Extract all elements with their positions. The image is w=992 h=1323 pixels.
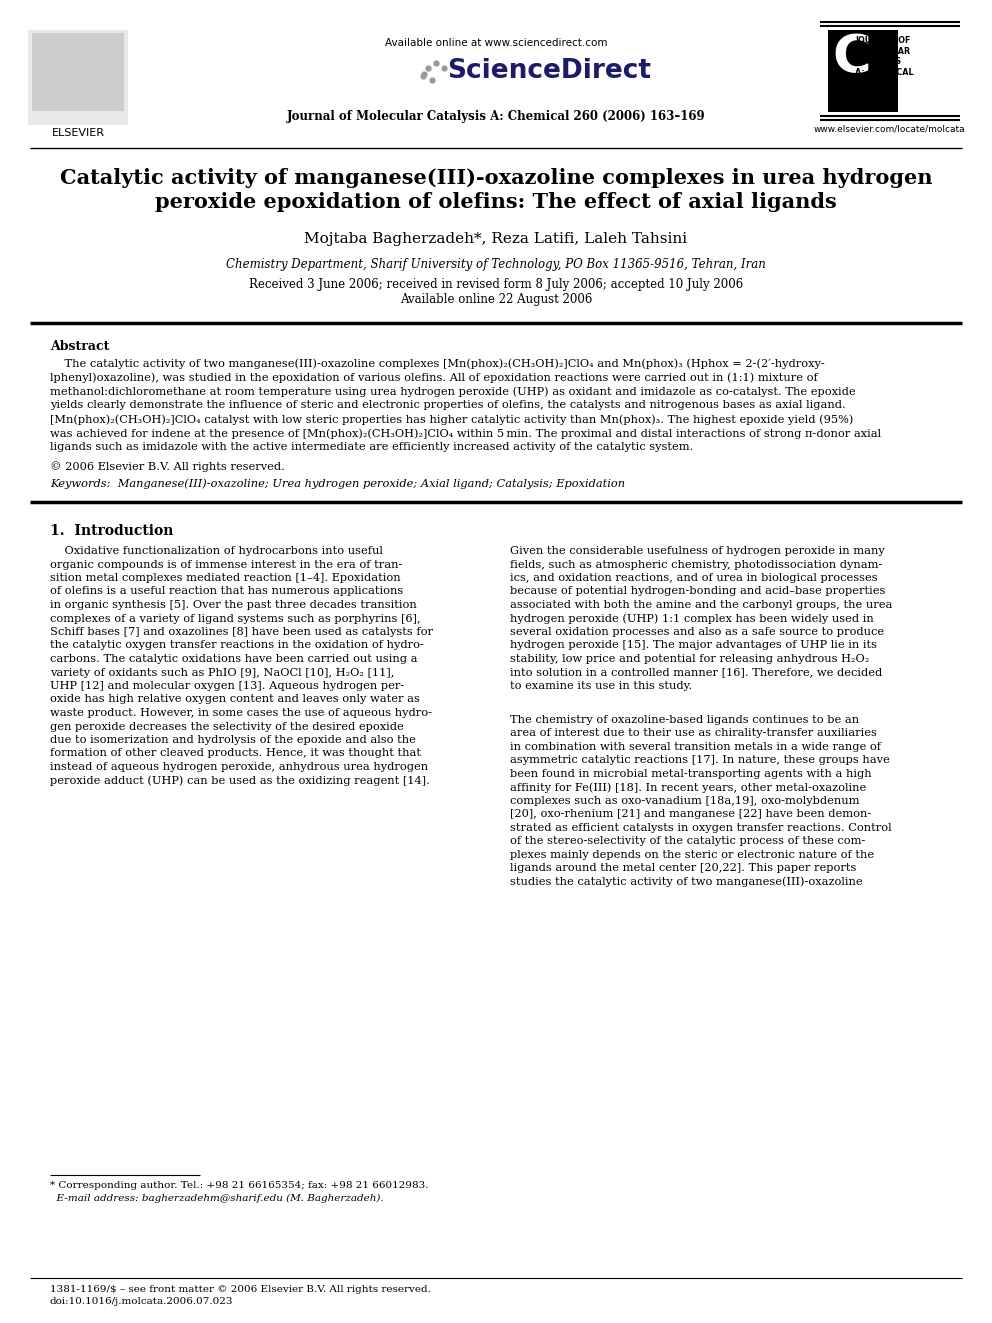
Text: associated with both the amine and the carbonyl groups, the urea: associated with both the amine and the c… [510,601,893,610]
Text: Catalytic activity of manganese(III)-oxazoline complexes in urea hydrogen: Catalytic activity of manganese(III)-oxa… [60,168,932,188]
Text: into solution in a controlled manner [16]. Therefore, we decided: into solution in a controlled manner [16… [510,668,882,677]
Text: Oxidative functionalization of hydrocarbons into useful: Oxidative functionalization of hydrocarb… [50,546,383,556]
Text: plexes mainly depends on the steric or electronic nature of the: plexes mainly depends on the steric or e… [510,849,874,860]
Text: the catalytic oxygen transfer reactions in the oxidation of hydro-: the catalytic oxygen transfer reactions … [50,640,424,651]
Text: C: C [832,32,871,83]
Text: Given the considerable usefulness of hydrogen peroxide in many: Given the considerable usefulness of hyd… [510,546,885,556]
Text: ScienceDirect: ScienceDirect [447,58,651,83]
Text: in organic synthesis [5]. Over the past three decades transition: in organic synthesis [5]. Over the past … [50,601,417,610]
Text: [Mn(phox)₂(CH₃OH)₂]ClO₄ catalyst with low steric properties has higher catalytic: [Mn(phox)₂(CH₃OH)₂]ClO₄ catalyst with lo… [50,414,853,425]
Text: lphenyl)oxazoline), was studied in the epoxidation of various olefins. All of ep: lphenyl)oxazoline), was studied in the e… [50,372,817,382]
Text: carbons. The catalytic oxidations have been carried out using a: carbons. The catalytic oxidations have b… [50,654,418,664]
Text: area of interest due to their use as chirality-transfer auxiliaries: area of interest due to their use as chi… [510,728,877,738]
Text: several oxidation processes and also as a safe source to produce: several oxidation processes and also as … [510,627,884,636]
Text: complexes of a variety of ligand systems such as porphyrins [6],: complexes of a variety of ligand systems… [50,614,421,623]
Text: doi:10.1016/j.molcata.2006.07.023: doi:10.1016/j.molcata.2006.07.023 [50,1297,233,1306]
Bar [32,33,124,111]
Text: ligands around the metal center [20,22]. This paper reports: ligands around the metal center [20,22].… [510,863,856,873]
Text: strated as efficient catalysts in oxygen transfer reactions. Control: strated as efficient catalysts in oxygen… [510,823,892,832]
Text: Mojtaba Bagherzadeh*, Reza Latifi, Laleh Tahsini: Mojtaba Bagherzadeh*, Reza Latifi, Laleh… [305,232,687,246]
Text: Received 3 June 2006; received in revised form 8 July 2006; accepted 10 July 200: Received 3 June 2006; received in revise… [249,278,743,291]
Text: because of potential hydrogen-bonding and acid–base properties: because of potential hydrogen-bonding an… [510,586,886,597]
Text: methanol:dichloromethane at room temperature using urea hydrogen peroxide (UHP) : methanol:dichloromethane at room tempera… [50,386,856,397]
Text: oxide has high relative oxygen content and leaves only water as: oxide has high relative oxygen content a… [50,695,420,705]
Text: hydrogen peroxide [15]. The major advantages of UHP lie in its: hydrogen peroxide [15]. The major advant… [510,640,877,651]
Text: Journal of Molecular Catalysis A: Chemical 260 (2006) 163–169: Journal of Molecular Catalysis A: Chemic… [287,110,705,123]
Text: gen peroxide decreases the selectivity of the desired epoxide: gen peroxide decreases the selectivity o… [50,721,404,732]
Text: JOURNAL OF
MOLECULAR
CATALYSIS
A: CHEMICAL: JOURNAL OF MOLECULAR CATALYSIS A: CHEMIC… [855,36,914,77]
Text: 1.  Introduction: 1. Introduction [50,524,174,538]
Text: was achieved for indene at the presence of [Mn(phox)₂(CH₃OH)₂]ClO₄ within 5 min.: was achieved for indene at the presence … [50,429,881,438]
Text: to examine its use in this study.: to examine its use in this study. [510,681,692,691]
Text: affinity for Fe(III) [18]. In recent years, other metal-oxazoline: affinity for Fe(III) [18]. In recent yea… [510,782,866,792]
Text: 1381-1169/$ – see front matter © 2006 Elsevier B.V. All rights reserved.: 1381-1169/$ – see front matter © 2006 El… [50,1285,431,1294]
Text: peroxide epoxidation of olefins: The effect of axial ligands: peroxide epoxidation of olefins: The eff… [155,192,837,212]
Text: instead of aqueous hydrogen peroxide, anhydrous urea hydrogen: instead of aqueous hydrogen peroxide, an… [50,762,429,773]
Text: Keywords:  Manganese(III)-oxazoline; Urea hydrogen peroxide; Axial ligand; Catal: Keywords: Manganese(III)-oxazoline; Urea… [50,478,625,488]
Text: hydrogen peroxide (UHP) 1:1 complex has been widely used in: hydrogen peroxide (UHP) 1:1 complex has … [510,614,874,624]
Text: Available online 22 August 2006: Available online 22 August 2006 [400,292,592,306]
Text: stability, low price and potential for releasing anhydrous H₂O₂: stability, low price and potential for r… [510,654,869,664]
Text: The catalytic activity of two manganese(III)-oxazoline complexes [Mn(phox)₂(CH₃O: The catalytic activity of two manganese(… [50,359,824,369]
Text: UHP [12] and molecular oxygen [13]. Aqueous hydrogen per-: UHP [12] and molecular oxygen [13]. Aque… [50,681,405,691]
Text: due to isomerization and hydrolysis of the epoxide and also the: due to isomerization and hydrolysis of t… [50,736,416,745]
Bar [828,30,898,112]
Text: ELSEVIER: ELSEVIER [52,128,104,138]
Text: asymmetric catalytic reactions [17]. In nature, these groups have: asymmetric catalytic reactions [17]. In … [510,755,890,765]
Text: Chemistry Department, Sharif University of Technology, PO Box 11365-9516, Tehran: Chemistry Department, Sharif University … [226,258,766,271]
Text: [20], oxo-rhenium [21] and manganese [22] have been demon-: [20], oxo-rhenium [21] and manganese [22… [510,810,871,819]
Text: Schiff bases [7] and oxazolines [8] have been used as catalysts for: Schiff bases [7] and oxazolines [8] have… [50,627,433,636]
Text: of olefins is a useful reaction that has numerous applications: of olefins is a useful reaction that has… [50,586,404,597]
Text: E-mail address: bagherzadehm@sharif.edu (M. Bagherzadeh).: E-mail address: bagherzadehm@sharif.edu … [50,1193,384,1203]
Text: been found in microbial metal-transporting agents with a high: been found in microbial metal-transporti… [510,769,872,779]
Text: fields, such as atmospheric chemistry, photodissociation dynam-: fields, such as atmospheric chemistry, p… [510,560,882,569]
Text: * Corresponding author. Tel.: +98 21 66165354; fax: +98 21 66012983.: * Corresponding author. Tel.: +98 21 661… [50,1181,429,1189]
Text: www.elsevier.com/locate/molcata: www.elsevier.com/locate/molcata [813,124,965,134]
Text: variety of oxidants such as PhIO [9], NaOCl [10], H₂O₂ [11],: variety of oxidants such as PhIO [9], Na… [50,668,395,677]
Text: complexes such as oxo-vanadium [18a,19], oxo-molybdenum: complexes such as oxo-vanadium [18a,19],… [510,795,859,806]
Text: in combination with several transition metals in a wide range of: in combination with several transition m… [510,742,881,751]
Text: sition metal complexes mediated reaction [1–4]. Epoxidation: sition metal complexes mediated reaction… [50,573,401,583]
Text: The chemistry of oxazoline-based ligands continues to be an: The chemistry of oxazoline-based ligands… [510,714,859,725]
Text: © 2006 Elsevier B.V. All rights reserved.: © 2006 Elsevier B.V. All rights reserved… [50,460,285,472]
Text: studies the catalytic activity of two manganese(III)-oxazoline: studies the catalytic activity of two ma… [510,877,863,888]
Text: ics, and oxidation reactions, and of urea in biological processes: ics, and oxidation reactions, and of ure… [510,573,878,583]
Text: ligands such as imidazole with the active intermediate are efficiently increased: ligands such as imidazole with the activ… [50,442,693,452]
Text: of the stereo-selectivity of the catalytic process of these com-: of the stereo-selectivity of the catalyt… [510,836,865,847]
Text: formation of other cleaved products. Hence, it was thought that: formation of other cleaved products. Hen… [50,749,421,758]
Text: yields clearly demonstrate the influence of steric and electronic properties of : yields clearly demonstrate the influence… [50,400,846,410]
Text: waste product. However, in some cases the use of aqueous hydro-: waste product. However, in some cases th… [50,708,432,718]
Bar [28,30,128,124]
Text: Abstract: Abstract [50,340,109,353]
Text: peroxide adduct (UHP) can be used as the oxidizing reagent [14].: peroxide adduct (UHP) can be used as the… [50,775,430,786]
Text: Available online at www.sciencedirect.com: Available online at www.sciencedirect.co… [385,38,607,48]
Text: organic compounds is of immense interest in the era of tran-: organic compounds is of immense interest… [50,560,403,569]
